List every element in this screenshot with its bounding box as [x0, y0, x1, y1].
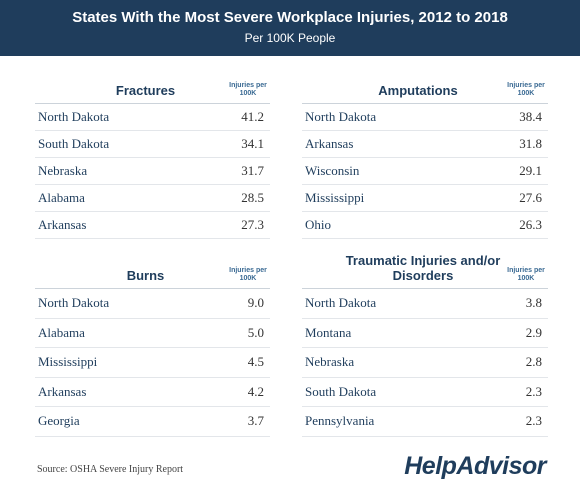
table-header: Burns Injuries per 100K	[35, 258, 270, 289]
table-row: Ohio 26.3	[302, 212, 548, 239]
column-header: Injuries per 100K	[507, 267, 545, 282]
title: States With the Most Severe Workplace In…	[72, 9, 508, 26]
table-row: North Dakota 38.4	[302, 104, 548, 131]
table-row: Alabama 28.5	[35, 185, 270, 212]
state-name: South Dakota	[305, 383, 377, 399]
table-row: Mississippi 4.5	[35, 348, 270, 378]
table-row: Alabama 5.0	[35, 319, 270, 348]
injury-rate: 26.3	[519, 217, 542, 232]
state-name: South Dakota	[38, 136, 110, 151]
table-row: North Dakota 9.0	[35, 289, 270, 319]
table-row: Arkansas 4.2	[35, 378, 270, 407]
header-band: States With the Most Severe Workplace In…	[0, 0, 580, 56]
injury-rate: 27.3	[241, 217, 264, 232]
state-name: Georgia	[38, 413, 80, 429]
table-row: South Dakota 2.3	[302, 378, 548, 407]
state-name: Alabama	[38, 324, 85, 340]
table-row: Montana 2.9	[302, 319, 548, 348]
table-section: Traumatic Injuries and/or Disorders Injur…	[302, 250, 548, 437]
state-name: Mississippi	[305, 190, 365, 205]
state-name: Arkansas	[38, 217, 87, 232]
table-section: Amputations Injuries per 100K North Dakota…	[302, 75, 548, 239]
state-name: North Dakota	[38, 109, 110, 124]
state-name: North Dakota	[38, 295, 110, 311]
subtitle: Per 100K People	[244, 31, 336, 45]
column-header: Injuries per 100K	[229, 82, 267, 97]
injury-rate: 2.3	[525, 383, 542, 399]
injury-rate: 3.7	[247, 413, 264, 429]
table-title: Fractures	[115, 83, 176, 98]
state-name: Arkansas	[38, 383, 87, 399]
logo: HelpAdvisor	[404, 452, 546, 480]
table-row: Wisconsin 29.1	[302, 158, 548, 185]
table-row: Arkansas 27.3	[35, 212, 270, 239]
state-name: Montana	[305, 324, 352, 340]
table-row: North Dakota 3.8	[302, 289, 548, 319]
injury-rate: 41.2	[241, 109, 264, 124]
table-section: Fractures Injuries per 100K North Dakota 41…	[35, 75, 270, 239]
column-header: Injuries per 100K	[229, 267, 267, 282]
table-row: South Dakota 34.1	[35, 131, 270, 158]
injury-rate: 31.7	[241, 163, 264, 178]
table-row: Pennsylvania 2.3	[302, 407, 548, 437]
state-name: Mississippi	[38, 354, 98, 370]
table-row: Georgia 3.7	[35, 407, 270, 437]
state-name: Ohio	[305, 217, 331, 232]
injury-rate: 27.6	[519, 190, 542, 205]
state-name: Alabama	[38, 190, 85, 205]
injury-rate: 2.9	[525, 324, 542, 340]
state-name: Pennsylvania	[305, 413, 375, 429]
table-title: Amputations	[378, 83, 458, 98]
table-row: Nebraska 2.8	[302, 348, 548, 378]
injury-rate: 4.5	[247, 354, 264, 370]
injury-rate: 9.0	[247, 295, 264, 311]
table-section: Burns Injuries per 100K North Dakota 9.0 Ala…	[35, 258, 270, 437]
column-header: Injuries per 100K	[507, 82, 545, 97]
injury-rate: 2.8	[525, 354, 542, 370]
injury-rate: 4.2	[247, 383, 264, 399]
table-header: Traumatic Injuries and/or Disorders Injur…	[302, 250, 548, 289]
injury-rate: 3.8	[525, 295, 542, 311]
state-name: North Dakota	[305, 295, 377, 311]
table-header: Fractures Injuries per 100K	[35, 75, 270, 104]
table-title: Traumatic Injuries and/or Disorders	[345, 253, 501, 283]
table-title: Burns	[126, 268, 165, 283]
injury-rate: 28.5	[241, 190, 264, 205]
table-header: Amputations Injuries per 100K	[302, 75, 548, 104]
injury-rate: 38.4	[519, 109, 542, 124]
injury-rate: 29.1	[519, 163, 542, 178]
source: Source: OSHA Severe Injury Report	[37, 464, 184, 475]
table-row: Mississippi 27.6	[302, 185, 548, 212]
injury-rate: 2.3	[525, 413, 542, 429]
injury-rate: 5.0	[247, 324, 264, 340]
table-row: Nebraska 31.7	[35, 158, 270, 185]
table-row: Arkansas 31.8	[302, 131, 548, 158]
state-name: North Dakota	[305, 109, 377, 124]
state-name: Wisconsin	[305, 163, 360, 178]
injury-rate: 31.8	[519, 136, 542, 151]
table-row: North Dakota 41.2	[35, 104, 270, 131]
state-name: Nebraska	[38, 163, 88, 178]
state-name: Nebraska	[305, 354, 355, 370]
state-name: Arkansas	[305, 136, 354, 151]
injury-rate: 34.1	[241, 136, 264, 151]
